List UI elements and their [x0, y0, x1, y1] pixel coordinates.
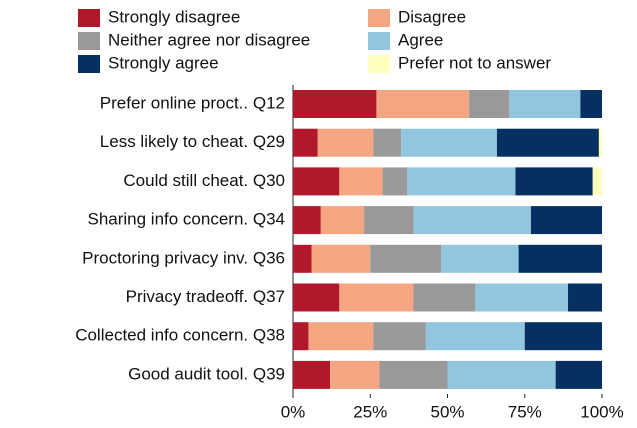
legend-swatch — [368, 32, 390, 50]
legend-label: Disagree — [398, 7, 466, 26]
bar-segment — [568, 283, 602, 312]
bar-segment — [293, 128, 318, 157]
bar-segment — [293, 283, 340, 312]
legend-swatch — [78, 9, 100, 27]
y-tick-label: Prefer online proct.. Q12 — [100, 93, 285, 112]
bar-segment — [320, 206, 365, 235]
bar-segment — [413, 206, 531, 235]
legend-swatch — [368, 55, 390, 73]
x-tick-label: 25% — [353, 402, 387, 421]
bar-segment — [425, 322, 525, 351]
bar-segment — [518, 244, 602, 273]
bar-segment — [496, 128, 599, 157]
bar-segment — [330, 360, 380, 389]
legend-label: Strongly agree — [108, 53, 219, 72]
bar-segment — [580, 90, 602, 118]
bar-segment — [382, 167, 408, 196]
bar-segment — [515, 167, 593, 196]
bar-segment — [364, 206, 414, 235]
bar-segment — [379, 360, 448, 389]
bar-segment — [373, 128, 402, 157]
bar-segment — [475, 283, 569, 312]
bar-segment — [293, 206, 321, 235]
legend-swatch — [78, 55, 100, 73]
legend-swatch — [368, 9, 390, 27]
bar-segment — [555, 360, 602, 389]
x-tick-label: 100% — [580, 402, 623, 421]
bar-segment — [441, 244, 519, 273]
legend-label: Neither agree nor disagree — [108, 30, 310, 49]
bar-segment — [311, 244, 371, 273]
bar-segment — [293, 322, 309, 351]
bar-segment — [370, 244, 442, 273]
y-tick-label: Less likely to cheat. Q29 — [100, 132, 285, 151]
bar-segment — [339, 167, 383, 196]
bar-segment — [293, 244, 312, 273]
legend-swatch — [78, 32, 100, 50]
bar-segment — [308, 322, 374, 351]
bar-segment — [317, 128, 374, 157]
bar-segment — [293, 90, 377, 118]
bar-segment — [407, 167, 516, 196]
legend-label: Prefer not to answer — [398, 53, 551, 72]
y-tick-label: Collected info concern. Q38 — [75, 326, 285, 345]
bar-segment — [469, 90, 510, 118]
bar-segment — [524, 322, 602, 351]
bar-segment — [293, 360, 331, 389]
bar-segment — [598, 128, 602, 157]
bar-segment — [530, 206, 602, 235]
x-tick-label: 0% — [281, 402, 306, 421]
y-tick-label: Good audit tool. Q39 — [128, 364, 285, 383]
legend-label: Agree — [398, 30, 443, 49]
y-tick-label: Could still cheat. Q30 — [123, 171, 285, 190]
x-tick-label: 50% — [430, 402, 464, 421]
y-tick-label: Proctoring privacy inv. Q36 — [82, 248, 285, 267]
bar-segment — [373, 322, 426, 351]
bar-segment — [447, 360, 556, 389]
bar-segment — [339, 283, 414, 312]
bar-segment — [401, 128, 497, 157]
y-tick-label: Sharing info concern. Q34 — [87, 210, 285, 229]
bar-segment — [509, 90, 581, 118]
bar-segment — [592, 167, 602, 196]
bar-segment — [376, 90, 470, 118]
legend-label: Strongly disagree — [108, 7, 240, 26]
bar-segment — [413, 283, 476, 312]
x-tick-label: 75% — [508, 402, 542, 421]
bar-segment — [293, 167, 340, 196]
y-tick-label: Privacy tradeoff. Q37 — [126, 287, 285, 306]
